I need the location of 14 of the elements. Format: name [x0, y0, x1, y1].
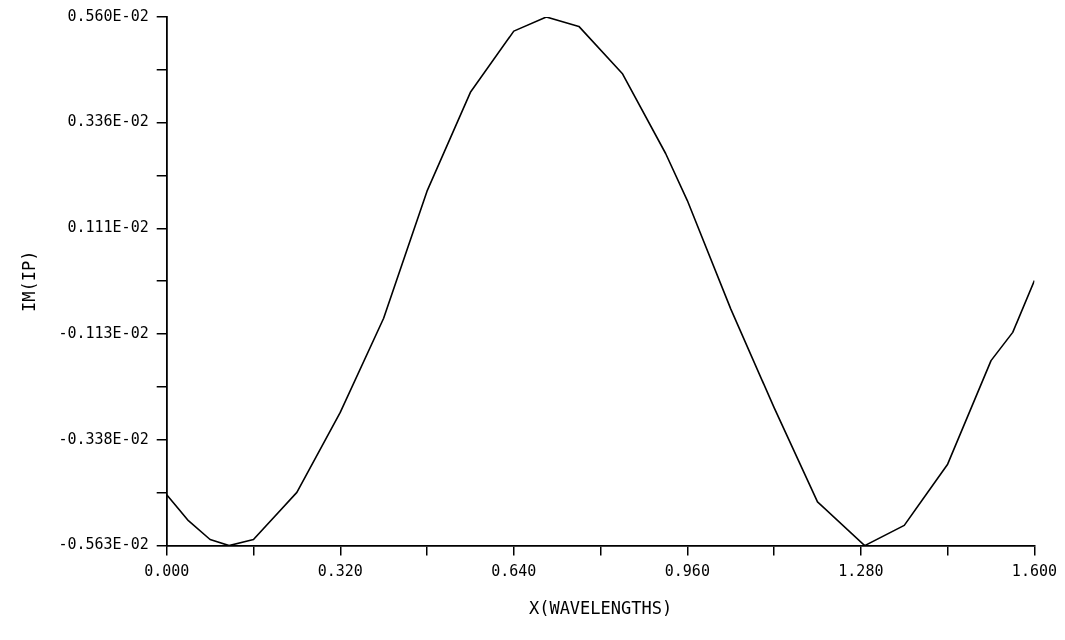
y-tick-label: -0.338E-02: [58, 429, 149, 448]
y-tick-label: 0.560E-02: [67, 6, 149, 25]
x-tick-label: 0.960: [664, 562, 710, 581]
x-tick-label: 0.320: [317, 562, 363, 581]
y-tick-label: -0.113E-02: [58, 323, 149, 342]
x-tick-label: 0.640: [491, 562, 537, 581]
y-tick-label: 0.336E-02: [67, 112, 149, 131]
y-tick-label: -0.563E-02: [58, 535, 149, 554]
y-axis-title: IM(IP): [18, 250, 39, 313]
x-axis-title: X(WAVELENGTHS): [528, 598, 673, 619]
x-tick-label: 1.600: [1011, 562, 1057, 581]
y-tick-label: 0.111E-02: [67, 218, 149, 237]
x-tick-label: 0.000: [144, 562, 190, 581]
x-tick-label: 1.280: [838, 562, 884, 581]
